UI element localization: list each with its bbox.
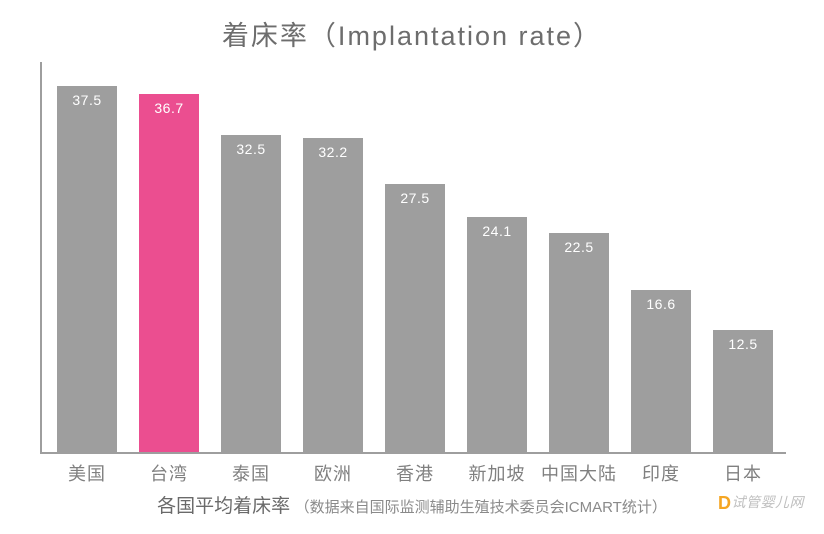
bar-category-label: 欧洲	[292, 460, 374, 486]
bar: 32.5	[221, 135, 280, 452]
bar-slot: 24.1新加坡	[456, 217, 538, 452]
bar-category-label: 香港	[374, 460, 456, 486]
bars-container: 37.5美国36.7台湾32.5泰国32.2欧洲27.5香港24.1新加坡22.…	[40, 86, 786, 452]
watermark-text: 试管婴儿网	[732, 494, 805, 510]
bar-slot: 16.6印度	[620, 290, 702, 452]
bar-category-label: 台湾	[128, 460, 210, 486]
bar-value-label: 16.6	[631, 296, 690, 312]
footer-sub: （数据来自国际监测辅助生殖技术委员会ICMART统计）	[295, 499, 667, 516]
watermark-accent: D	[718, 493, 732, 513]
bar-slot: 27.5香港	[374, 184, 456, 452]
bar: 22.5	[549, 233, 608, 452]
bar-slot: 32.5泰国	[210, 135, 292, 452]
bar: 12.5	[713, 330, 772, 452]
bar-category-label: 中国大陆	[538, 460, 620, 486]
bar-category-label: 美国	[46, 460, 128, 486]
bar-category-label: 新加坡	[456, 460, 538, 486]
axis-x	[40, 452, 786, 454]
bar-slot: 22.5中国大陆	[538, 233, 620, 452]
bar-category-label: 日本	[702, 460, 784, 486]
chart-root: 着床率（Implantation rate） 37.5美国36.7台湾32.5泰…	[0, 0, 824, 534]
bar-slot: 12.5日本	[702, 330, 784, 452]
bar: 24.1	[467, 217, 526, 452]
bar: 32.2	[303, 138, 362, 452]
bar-value-label: 32.2	[303, 144, 362, 160]
bar-value-label: 32.5	[221, 141, 280, 157]
chart-title: 着床率（Implantation rate）	[0, 14, 824, 53]
bar: 16.6	[631, 290, 690, 452]
footer-main: 各国平均着床率	[157, 496, 290, 517]
bar-category-label: 泰国	[210, 460, 292, 486]
watermark: D试管婴儿网	[718, 492, 804, 514]
bar-value-label: 22.5	[549, 239, 608, 255]
bar: 27.5	[385, 184, 444, 452]
bar-value-label: 12.5	[713, 336, 772, 352]
bar-slot: 36.7台湾	[128, 94, 210, 452]
bar-value-label: 36.7	[139, 100, 198, 116]
plot-area: 37.5美国36.7台湾32.5泰国32.2欧洲27.5香港24.1新加坡22.…	[40, 62, 786, 454]
bar-value-label: 37.5	[57, 92, 116, 108]
bar: 36.7	[139, 94, 198, 452]
bar-value-label: 27.5	[385, 190, 444, 206]
footer-caption: 各国平均着床率 （数据来自国际监测辅助生殖技术委员会ICMART统计）	[0, 491, 824, 518]
bar-category-label: 印度	[620, 460, 702, 486]
bar-slot: 37.5美国	[46, 86, 128, 452]
bar-value-label: 24.1	[467, 223, 526, 239]
bar-slot: 32.2欧洲	[292, 138, 374, 452]
bar: 37.5	[57, 86, 116, 452]
